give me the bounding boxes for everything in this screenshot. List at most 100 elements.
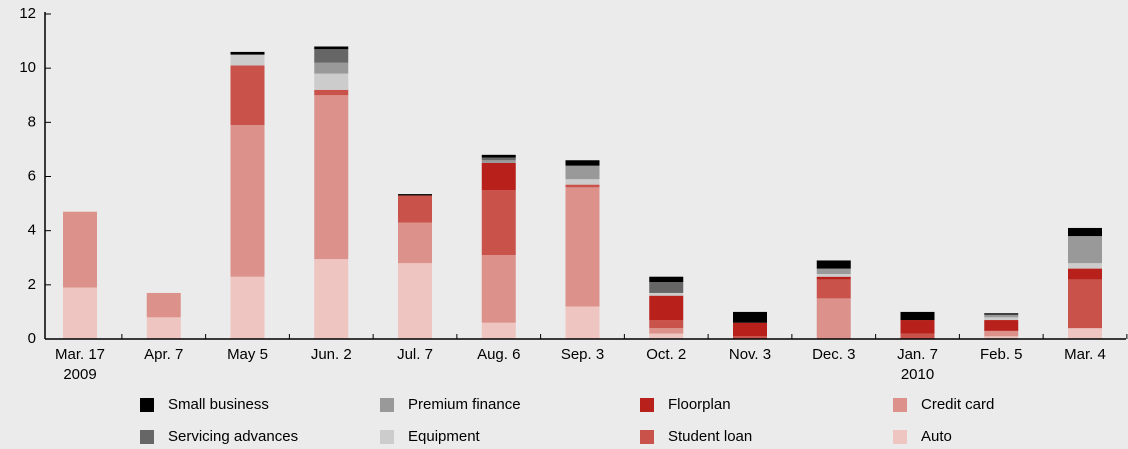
y-tick-label: 6 [28,167,36,184]
bar-segment [481,162,516,191]
bar-segment [314,259,349,339]
bar-segment [984,330,1019,337]
legend-label: Auto [921,428,952,445]
legend-swatch [640,430,654,444]
bar-segment [314,73,349,90]
y-tick-label: 2 [28,276,36,293]
bar-segment [481,160,516,163]
bar-segment [649,292,684,296]
bar-segment [984,320,1019,331]
legend-label: Student loan [668,428,752,445]
bar-segment [146,317,181,339]
bar-segment [481,157,516,161]
legend-label: Premium finance [408,396,521,413]
bar-segment [481,190,516,256]
bar-segment [314,95,349,260]
bar-segment [900,333,935,339]
bar-segment [481,154,516,158]
y-tick-label: 12 [19,5,36,22]
y-tick-label: 10 [19,59,36,76]
bar-segment [1068,227,1102,237]
bar-segment [733,336,767,339]
bar-segment [1068,328,1102,339]
bar-segment [481,255,516,323]
bar-segment [733,322,767,337]
bar-segment [398,195,432,223]
x-tick-label: Nov. 3 [729,346,771,363]
x-sub-label: 2010 [901,366,934,383]
bar-segment [565,165,600,180]
bar-segment [984,313,1019,315]
bar-segment [900,320,935,334]
x-tick-label: Jun. 2 [311,346,352,363]
x-tick-label: Mar. 4 [1064,346,1106,363]
bar-segment [649,295,684,321]
bar-segment [984,314,1019,318]
bar-segment [649,320,684,329]
legend-label: Equipment [408,428,481,445]
bar-segment [1068,236,1102,264]
bar-segment [398,263,432,339]
bar-segment [733,311,767,323]
legend-swatch [893,430,907,444]
x-tick-label: Jul. 7 [397,346,433,363]
legend-label: Servicing advances [168,428,298,445]
x-sub-label: 2009 [63,366,96,383]
x-tick-label: Mar. 17 [55,346,105,363]
bar-segment [984,317,1019,321]
legend-swatch [140,430,154,444]
bar-segment [816,276,851,280]
bar-segment [230,51,265,55]
bar-segment [984,336,1019,339]
x-tick-label: Dec. 3 [812,346,855,363]
x-tick-label: Jan. 7 [897,346,938,363]
bar-segment [314,49,349,63]
legend-label: Floorplan [668,396,731,413]
bar-segment [481,322,516,339]
bar-segment [649,333,684,339]
bar-segment [565,306,600,339]
bar-segment [230,276,265,339]
legend-swatch [640,398,654,412]
y-tick-label: 4 [28,222,36,239]
x-tick-label: Aug. 6 [477,346,520,363]
bar-segment [314,46,349,50]
bar-segment [816,274,851,277]
bar-segment [816,298,851,339]
x-tick-label: May 5 [227,346,268,363]
bar-segment [398,222,432,264]
bar-segment [565,160,600,166]
bar-segment [816,279,851,299]
bar-segment [1068,268,1102,280]
bar-segment [649,282,684,293]
x-tick-label: Oct. 2 [646,346,686,363]
bar-segment [146,292,181,318]
legend-swatch [380,430,394,444]
x-tick-label: Sep. 3 [561,346,604,363]
y-tick-label: 8 [28,113,36,130]
x-tick-label: Feb. 5 [980,346,1023,363]
legend-label: Credit card [921,396,994,413]
bar-segment [314,89,349,96]
x-tick-label: Apr. 7 [144,346,183,363]
bar-segment [649,328,684,334]
bar-segment [230,54,265,66]
bar-segment [816,268,851,274]
bar-segment [63,211,97,288]
y-tick-label: 0 [28,330,36,347]
bar-segment [230,125,265,277]
bar-segment [816,260,851,269]
legend-swatch [140,398,154,412]
bar-segment [565,179,600,185]
bar-segment [649,276,684,283]
legend-swatch [893,398,907,412]
bar-segment [1068,279,1102,329]
bar-segment [565,184,600,188]
legend-label: Small business [168,396,269,413]
bar-segment [900,311,935,321]
bar-segment [398,194,432,196]
legend-swatch [380,398,394,412]
bar-segment [314,62,349,74]
bar-segment [1068,263,1102,269]
